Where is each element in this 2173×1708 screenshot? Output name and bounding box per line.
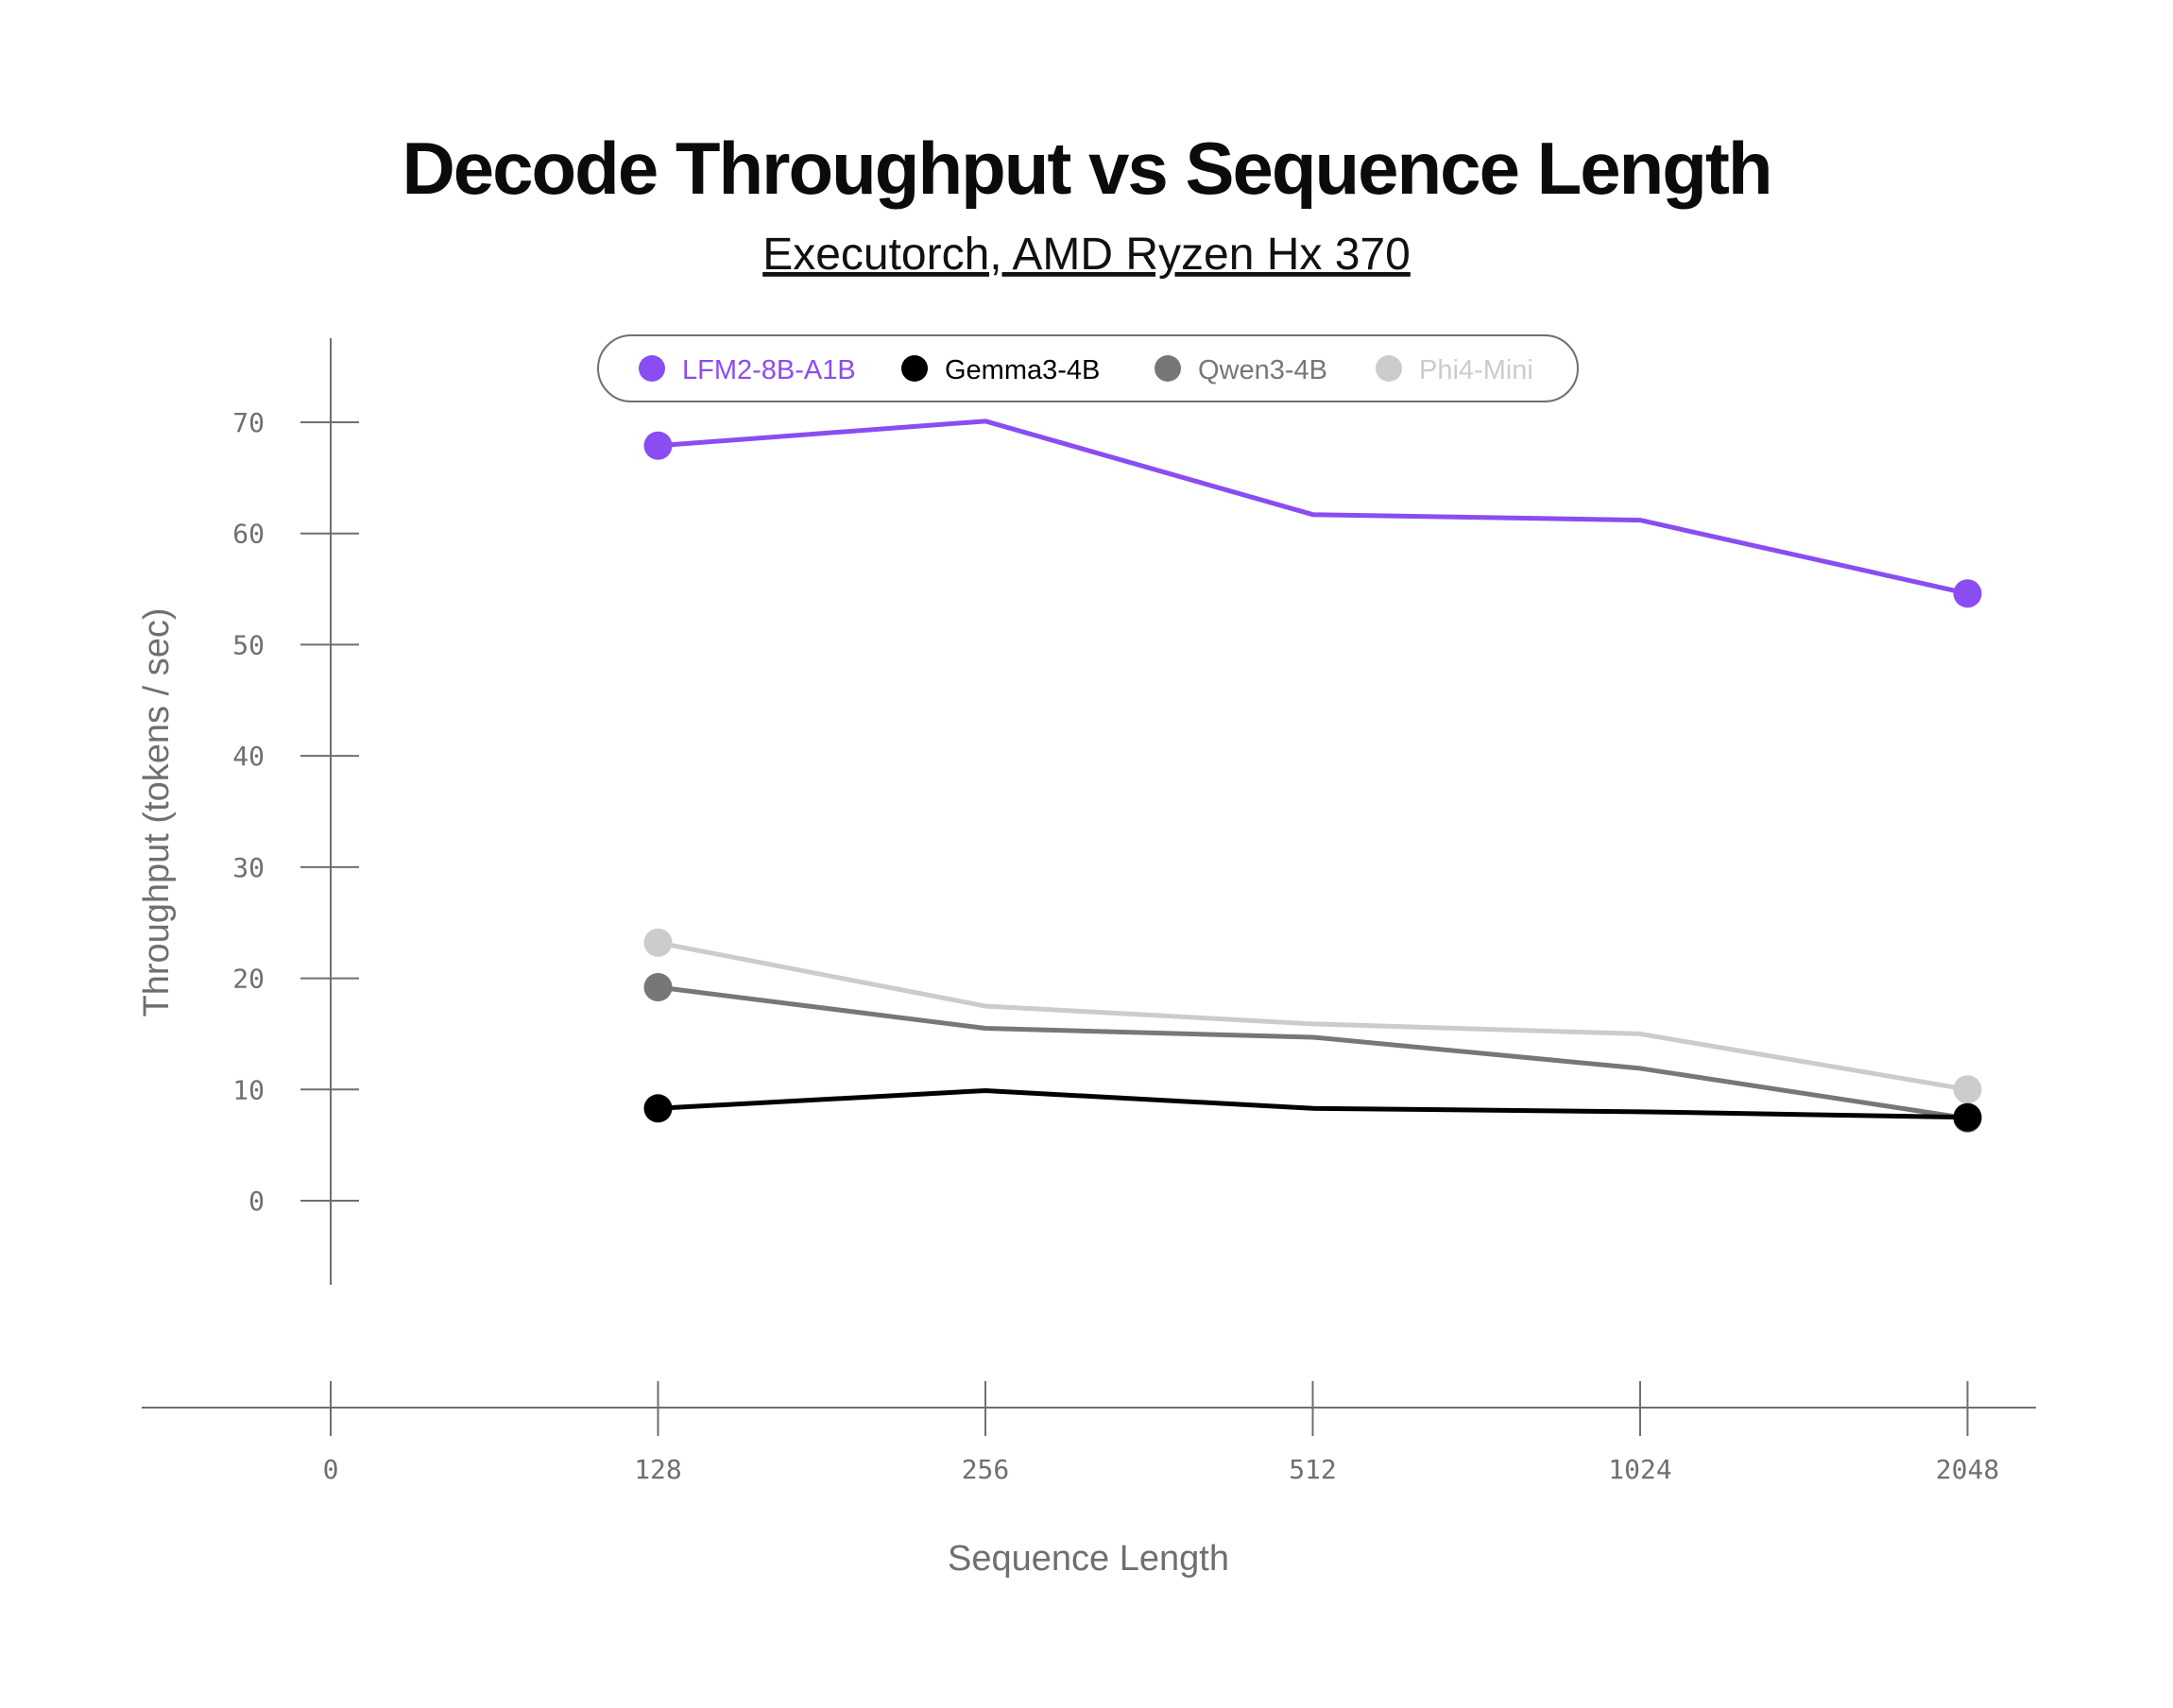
y-tick-label: 10 — [232, 1074, 265, 1105]
legend-marker — [1376, 355, 1402, 382]
x-tick-label: 512 — [1289, 1454, 1337, 1485]
legend-label: Gemma3-4B — [945, 355, 1100, 385]
chart-title: Decode Throughput vs Sequence Length — [402, 127, 1771, 210]
series-lfm2-8b-a1b — [643, 418, 1982, 608]
data-point — [1953, 1102, 1982, 1132]
y-tick-label: 40 — [232, 741, 265, 772]
series-line — [656, 418, 1970, 596]
data-point — [643, 972, 673, 1001]
series-gemma3-4b — [643, 1087, 1982, 1132]
y-tick-label: 0 — [248, 1186, 265, 1217]
legend: LFM2-8B-A1B Gemma3-4B Qwen3-4B Phi4-Mini — [597, 334, 1579, 402]
x-tick-label: 1024 — [1608, 1454, 1671, 1485]
data-point — [1953, 1075, 1982, 1104]
data-point — [643, 1094, 673, 1123]
y-tick-label: 30 — [232, 852, 265, 883]
legend-label: LFM2-8B-A1B — [682, 355, 856, 385]
chart-subtitle: Executorch, AMD Ryzen Hx 370 — [762, 230, 1411, 280]
legend-marker — [901, 355, 928, 382]
legend-label: Phi4-Mini — [1419, 355, 1533, 385]
y-tick-label: 70 — [232, 407, 265, 438]
y-tick-label: 20 — [232, 964, 265, 995]
y-tick-label: 60 — [232, 519, 265, 550]
legend-label: Qwen3-4B — [1198, 355, 1327, 385]
x-tick-label: 128 — [634, 1454, 682, 1485]
series-line — [656, 984, 1970, 1121]
y-tick-label: 50 — [232, 629, 265, 660]
legend-marker — [639, 355, 665, 382]
x-tick-label: 2048 — [1936, 1454, 1999, 1485]
series-line — [656, 940, 1970, 1092]
legend-marker — [1155, 355, 1181, 382]
data-point — [643, 928, 673, 957]
series-phi4-mini — [643, 928, 1982, 1104]
x-axis-title: Sequence Length — [948, 1539, 1229, 1579]
data-point — [1953, 579, 1982, 608]
x-tick-label: 256 — [962, 1454, 1010, 1485]
series-line — [656, 1087, 1970, 1120]
legend-box — [597, 334, 1579, 402]
y-axis-title: Throughput (tokens / sec) — [137, 608, 177, 1017]
data-point — [643, 431, 673, 460]
x-tick-label: 0 — [323, 1454, 339, 1485]
